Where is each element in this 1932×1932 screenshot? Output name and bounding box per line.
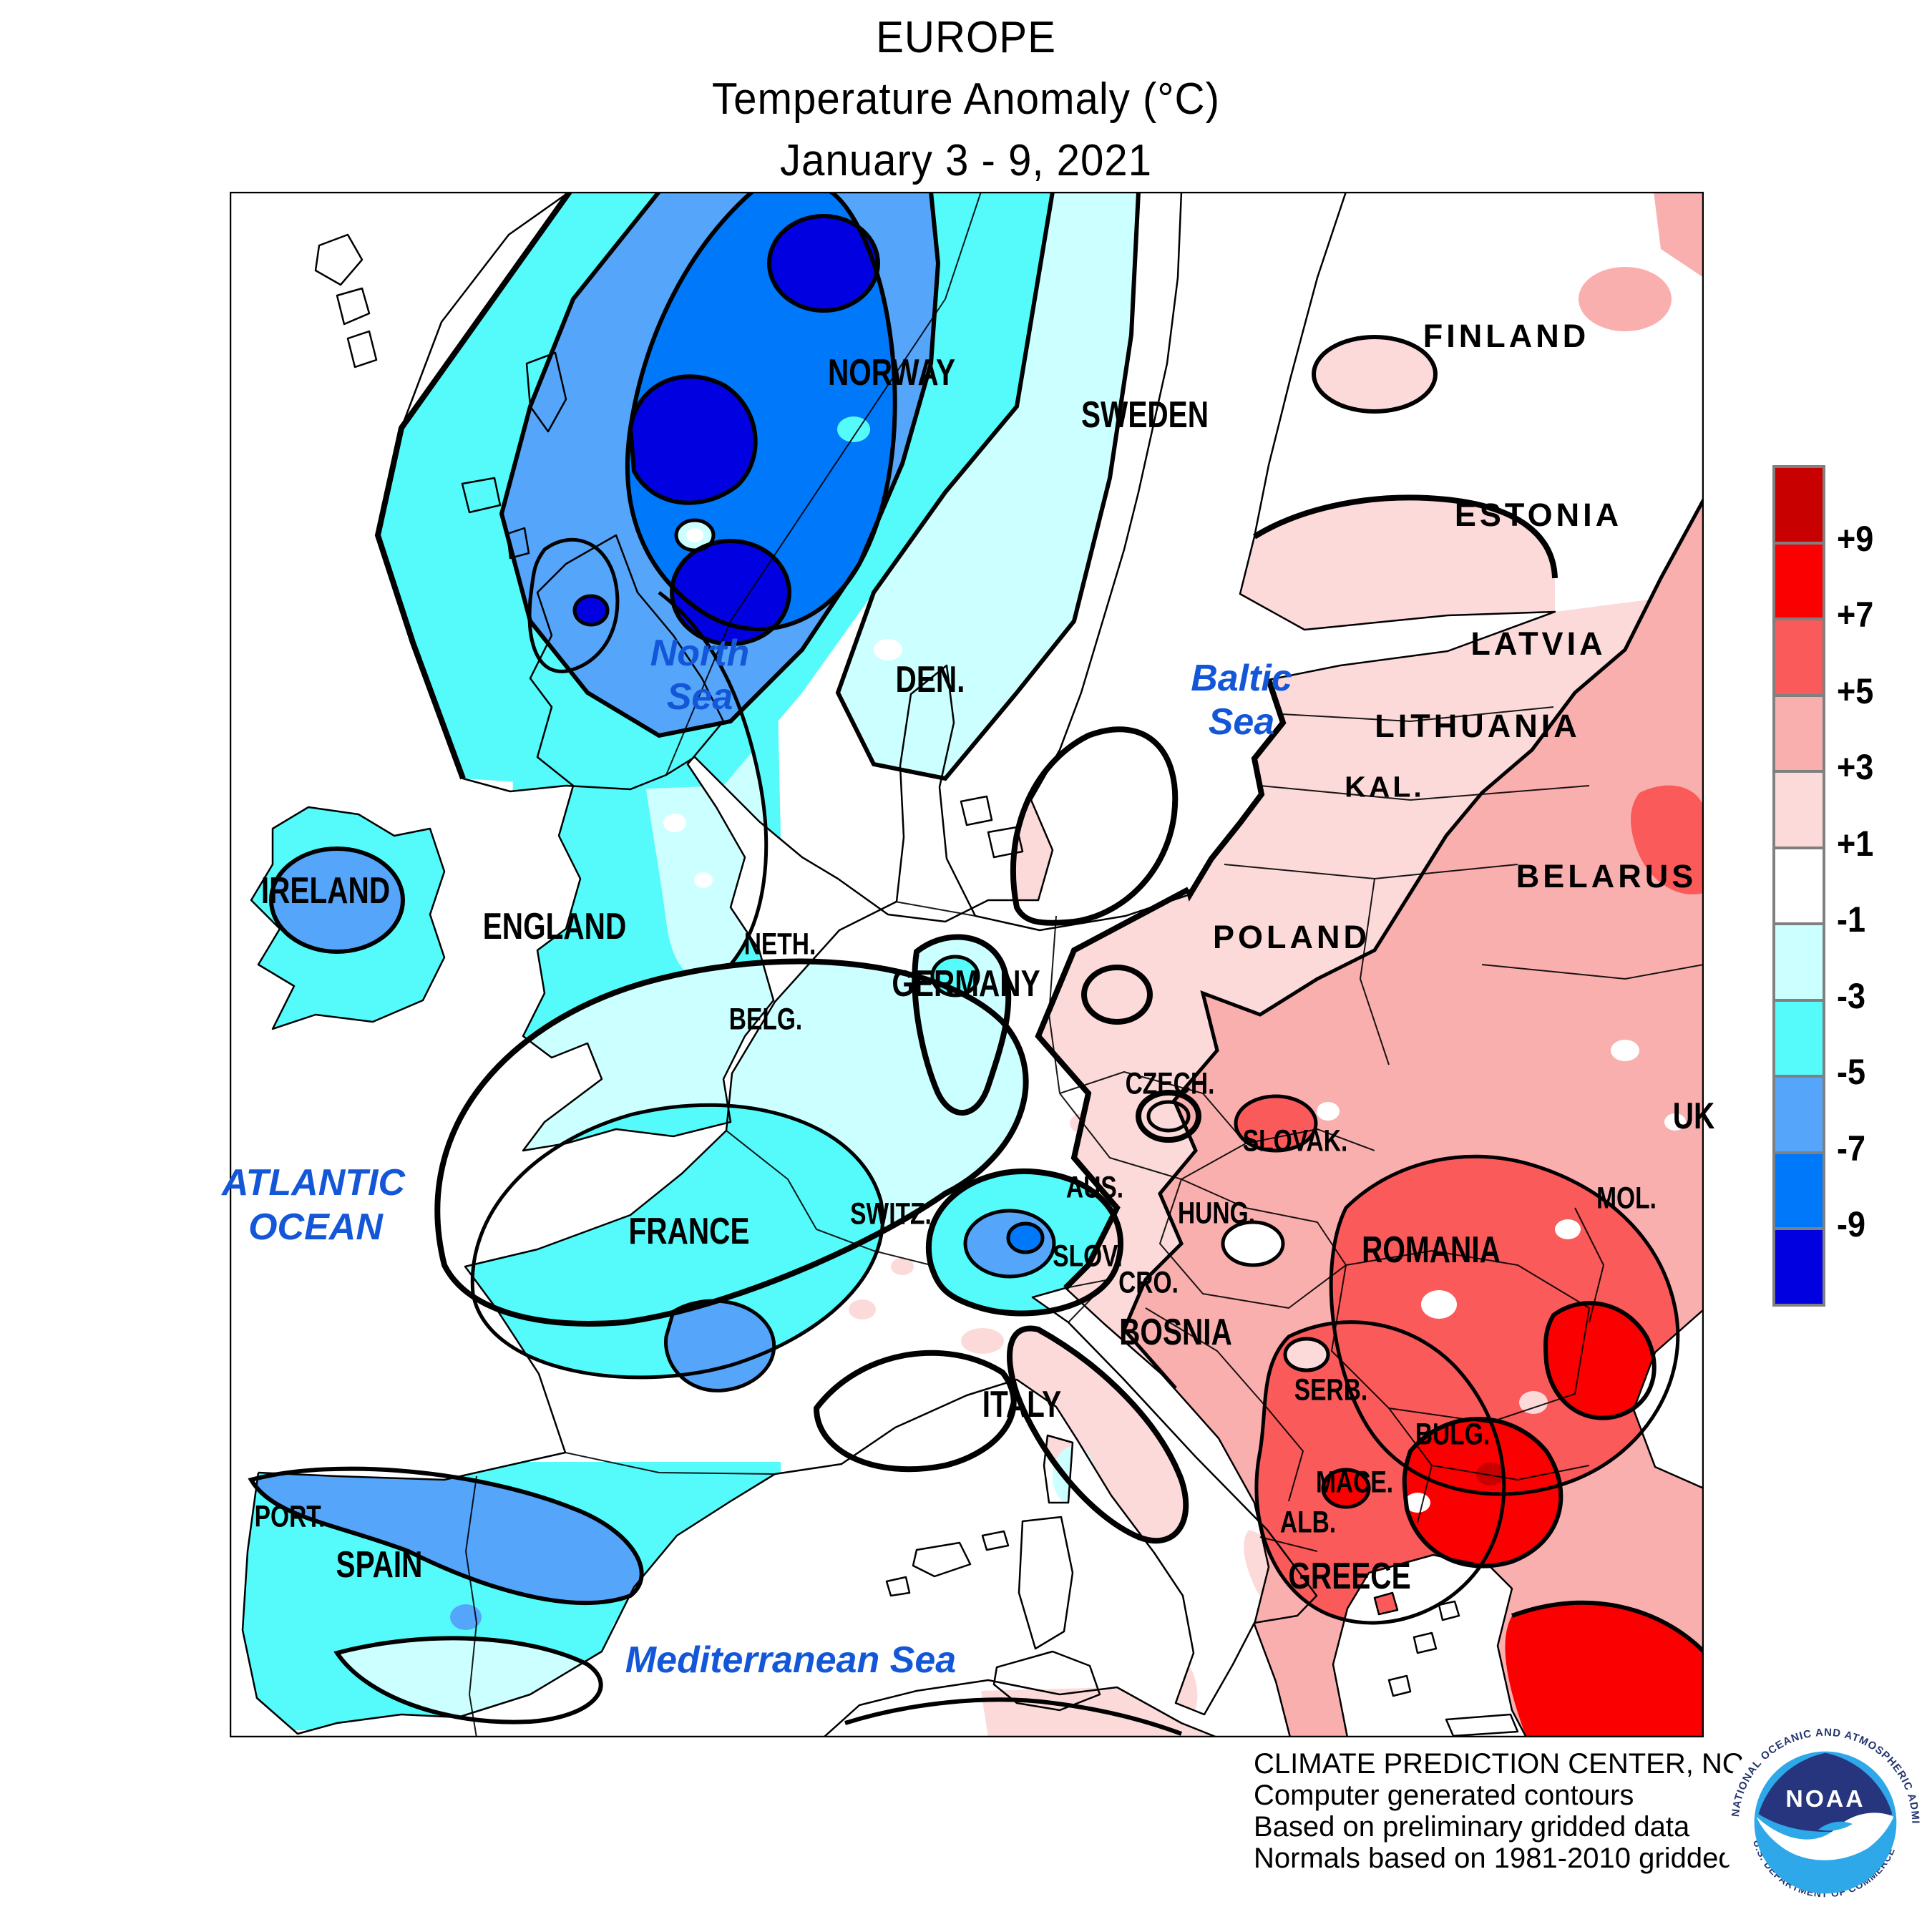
map-subtitle: Temperature Anomaly (°C) — [712, 74, 1220, 124]
title-block: EUROPE Temperature Anomaly (°C) January … — [0, 7, 1932, 192]
country-label-germany: GERMANY — [892, 963, 1040, 1005]
sea-label-atlantic-2: OCEAN — [248, 1206, 383, 1248]
legend-label--3: -3 — [1837, 975, 1866, 1016]
map-date-range: January 3 - 9, 2021 — [779, 136, 1153, 185]
sea-label-mediterranean: Mediterranean Sea — [625, 1639, 957, 1681]
legend-cell-8 — [1772, 1075, 1825, 1154]
legend-cell-6 — [1772, 922, 1825, 1002]
legend-cell-4 — [1772, 770, 1825, 849]
sea-label-north-sea-1: North — [650, 633, 750, 674]
country-label-norway: NORWAY — [827, 352, 956, 394]
country-label-estonia: ESTONIA — [1454, 497, 1623, 533]
country-label-denmark: DEN. — [895, 659, 965, 701]
country-label-poland: POLAND — [1213, 919, 1370, 955]
country-label-latvia: LATVIA — [1470, 625, 1606, 662]
noaa-logo: NATIONAL OCEANIC AND ATMOSPHERIC ADMINIS… — [1719, 1716, 1931, 1928]
country-label-greece: GREECE — [1288, 1556, 1411, 1597]
noaa-emblem-top — [1758, 1752, 1893, 1832]
country-label-finland: FINLAND — [1423, 318, 1590, 354]
country-label-albania: ALB. — [1279, 1505, 1337, 1540]
legend-label--5: -5 — [1837, 1052, 1866, 1092]
legend-label--9: -9 — [1837, 1204, 1866, 1244]
country-label-belarus: BELARUS — [1516, 858, 1697, 894]
credit-line-3: Based on preliminary gridded data — [1254, 1811, 1690, 1843]
legend-cell-1 — [1772, 541, 1825, 620]
country-label-romania: ROMANIA — [1362, 1229, 1501, 1271]
legend-label-+9: +9 — [1837, 518, 1874, 559]
sea-label-atlantic-1: ATLANTIC — [221, 1162, 406, 1204]
sea-label-north-sea-2: Sea — [666, 676, 733, 718]
noaa-seagull-icon — [1756, 1813, 1894, 1860]
country-label-netherlands: NETH. — [743, 927, 816, 962]
legend-label-+7: +7 — [1837, 595, 1874, 635]
country-label-czech: CZECH. — [1125, 1066, 1215, 1101]
noaa-logo-text: NOAA — [1785, 1785, 1865, 1813]
country-label-slovenia: SLOV. — [1053, 1239, 1123, 1274]
map-border — [230, 192, 1704, 1737]
credit-line-1: CLIMATE PREDICTION CENTER, NOAA — [1254, 1748, 1783, 1780]
country-label-belgium: BELG. — [728, 1002, 803, 1037]
legend-label-+5: +5 — [1837, 670, 1874, 711]
legend-cell-3 — [1772, 693, 1825, 773]
legend-label-+3: +3 — [1837, 747, 1874, 787]
credit-line-2: Computer generated contours — [1254, 1780, 1634, 1811]
country-label-bulgaria: BULG. — [1415, 1417, 1491, 1452]
legend-cell-5 — [1772, 846, 1825, 925]
legend-label--7: -7 — [1837, 1128, 1866, 1169]
legend-color-bar — [1772, 465, 1825, 1307]
legend-label-+1: +1 — [1837, 823, 1874, 864]
country-label-serbia: SERB. — [1294, 1372, 1368, 1407]
country-label-france: FRANCE — [628, 1211, 750, 1252]
country-label-macedonia: MACE. — [1315, 1465, 1394, 1500]
country-label-moldova: MOL. — [1596, 1181, 1657, 1216]
sea-label-baltic-sea-1: Baltic — [1191, 658, 1292, 699]
country-label-hungary: HUNG. — [1177, 1196, 1256, 1231]
country-label-portugal: PORT. — [254, 1499, 326, 1534]
credit-line-4: Normals based on 1981-2010 gridded data — [1254, 1843, 1798, 1874]
country-label-croatia: CRO. — [1118, 1265, 1179, 1300]
country-label-kaliningrad: KAL. — [1345, 770, 1425, 804]
map-artwork — [230, 192, 1704, 1737]
legend-cell-9 — [1772, 1151, 1825, 1230]
noaa-seagull-wing — [1818, 1821, 1853, 1831]
country-label-ukraine: UK — [1672, 1096, 1715, 1137]
country-label-italy: ITALY — [982, 1384, 1062, 1425]
legend-cell-7 — [1772, 998, 1825, 1078]
country-label-austria: AUS. — [1065, 1170, 1124, 1205]
legend-cell-0 — [1772, 465, 1825, 545]
country-label-switzerland: SWITZ. — [850, 1196, 932, 1231]
country-label-lithuania: LITHUANIA — [1375, 708, 1581, 744]
country-label-sweden: SWEDEN — [1080, 394, 1209, 436]
legend-cell-10 — [1772, 1227, 1825, 1307]
legend-cell-2 — [1772, 618, 1825, 697]
credits-block: CLIMATE PREDICTION CENTER, NOAA Computer … — [1254, 1748, 1798, 1874]
legend-label--1: -1 — [1837, 899, 1866, 940]
country-label-ireland: IRELAND — [260, 870, 391, 912]
country-label-slovakia: SLOVAK. — [1242, 1123, 1348, 1158]
europe-anomaly-map: NORWAY SWEDEN FINLAND ESTONIA LATVIA LITHUANI… — [222, 192, 1714, 1737]
sea-label-baltic-sea-2: Sea — [1208, 701, 1275, 743]
map-title: EUROPE — [876, 13, 1056, 62]
country-label-england: ENGLAND — [482, 906, 627, 947]
country-label-bosnia: BOSNIA — [1119, 1312, 1232, 1353]
country-label-spain: SPAIN — [336, 1544, 423, 1586]
